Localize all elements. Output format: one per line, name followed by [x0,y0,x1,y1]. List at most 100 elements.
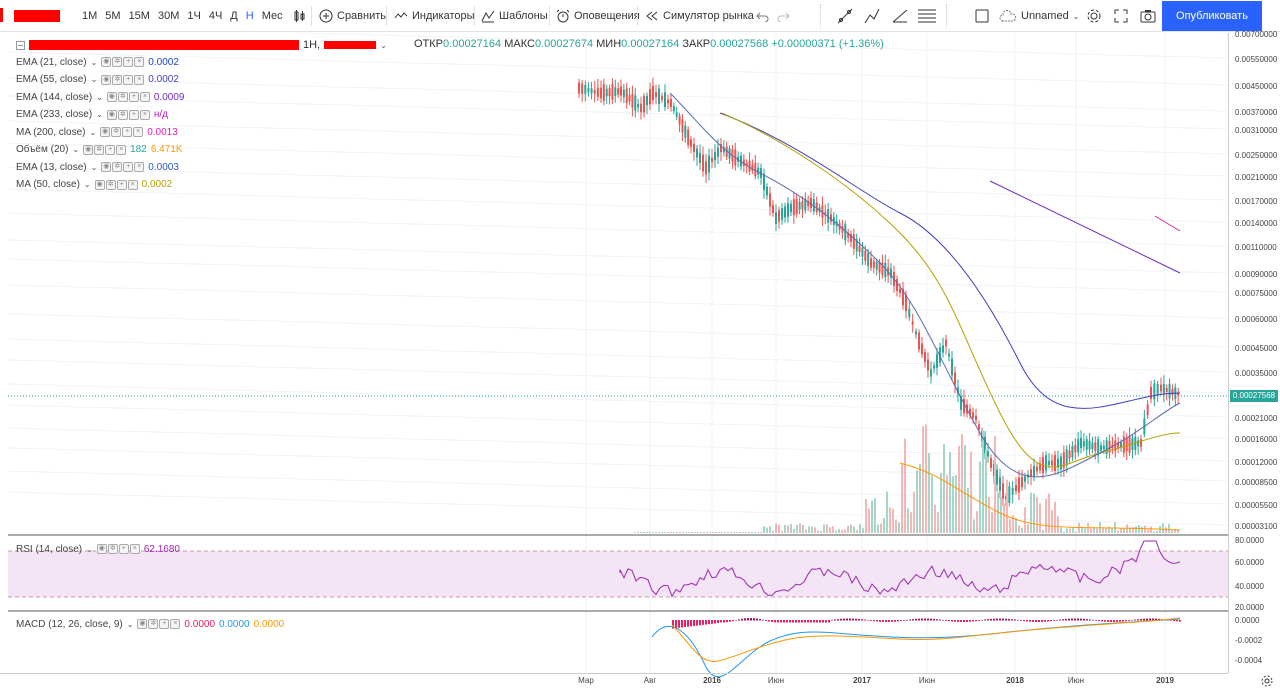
interval-8[interactable]: Мес [261,10,283,22]
redo-button[interactable] [776,0,790,32]
indicator-legend-row[interactable]: Объём (20) ⌄ ◉ ✲ + × 182 6.471K [16,144,183,155]
volume-bar [811,526,813,533]
macd-histogram-bar [1152,618,1154,621]
collapse-legend-button[interactable] [16,40,25,50]
close-icon: × [170,619,181,629]
volume-bar [724,532,726,533]
candle-body [841,226,844,233]
volume-bar [928,452,930,533]
candle-body [1071,446,1074,458]
undo-button[interactable] [756,0,770,32]
candle-body [795,199,798,215]
indicator-controls[interactable]: ◉ ✲ + × [83,144,127,155]
indicator-controls[interactable]: ◉ ✲ + × [137,619,181,629]
fib-tool[interactable] [917,0,937,32]
indicator-legend-row[interactable]: MA (200, close) ⌄ ◉ ✲ + × 0.0013 [16,126,178,138]
candle-body [1054,455,1056,471]
chevron-down-icon[interactable]: ⌄ [72,145,80,154]
gear-icon[interactable] [1261,675,1273,687]
indicator-controls[interactable]: ◉ ✲ + × [100,127,144,137]
candle-body [643,96,645,113]
time-axis[interactable]: Мар Авг 2016 Июн 2017 Июн 2018 Июн 2019 [0,673,1273,688]
interval-3[interactable]: 30М [157,10,180,22]
interval-7[interactable]: Н [245,10,254,22]
macd-legend: MACD (12, 26, close, 9) ⌄ ◉ ✲ + × 0.0000 0.0… [16,618,285,630]
indicator-controls[interactable]: ◉ ✲ + × [101,57,145,67]
candle-body [1122,436,1125,453]
interval-4[interactable]: 1Ч [187,10,201,22]
indicator-legend-row[interactable]: EMA (144, close) ⌄ ◉ ✲ + × 0.0009 [16,91,185,103]
templates-button[interactable]: Шаблоны [481,0,548,32]
chevron-down-icon[interactable]: ⌄ [90,57,98,67]
volume-bar [1153,531,1155,533]
indicator-legend-row[interactable]: EMA (13, close) ⌄ ◉ ✲ + × 0.0003 [16,161,179,173]
indicator-controls[interactable]: ◉ ✲ + × [106,92,150,102]
interval-2[interactable]: 15М [128,10,150,22]
indicator-controls[interactable]: ◉ ✲ + × [106,109,150,120]
alerts-button[interactable]: Оповещения [556,0,640,32]
trend-line-tool[interactable] [836,0,854,32]
path-tool[interactable] [863,0,881,32]
rsi-line [619,540,1181,598]
layout-name-button[interactable]: Unnamed ⌄ [999,0,1079,32]
macd-histogram-bar [930,618,932,621]
indicator-controls[interactable]: ◉ ✲ + × [101,162,145,172]
macd-histogram-bar [1107,620,1109,622]
grid-line [7,166,1228,201]
chevron-down-icon[interactable]: ⌄ [380,40,387,50]
indicator-controls[interactable]: ◉ ✲ + × [96,544,140,554]
indicator-controls[interactable]: ◉ ✲ + × [94,179,138,190]
candle-body [1008,486,1011,504]
chart-style-button[interactable] [292,0,306,32]
volume-bar [769,526,771,533]
candle-body [620,86,622,96]
volume-bar [886,491,888,533]
fullscreen-layout-toggle[interactable] [975,0,989,32]
macd-axis-label: -0.0002 [1235,636,1263,645]
indicator-legend-row[interactable]: EMA (55, close) ⌄ ◉ ✲ + × 0.0002 [16,74,179,85]
bar-replay-button[interactable]: Симулятор рынка [645,0,754,32]
indicator-legend-row[interactable]: EMA (233, close) ⌄ ◉ ✲ + × н/д [16,109,168,120]
chevron-down-icon[interactable]: ⌄ [90,162,98,172]
gear-icon: ✲ [112,162,123,172]
candle-body [787,203,789,217]
volume-bar [790,523,792,533]
interval-5[interactable]: 4Ч [208,10,223,22]
interval-0[interactable]: 1М [82,10,98,22]
symbol-search-redacted[interactable] [14,10,60,22]
candle-body [628,95,631,102]
snapshot-button[interactable] [1140,0,1156,32]
price-axis[interactable]: 0.00700000 0.00550000 0.00450000 0.00370000… [1228,30,1280,673]
chevron-down-icon[interactable]: ⌄ [96,92,103,102]
compare-button[interactable]: Сравнить [319,0,386,32]
chevron-down-icon[interactable]: ⌄ [89,127,97,137]
publish-button[interactable]: Опубликовать [1162,1,1262,31]
rsi-band [8,551,1228,597]
ray-tool[interactable] [891,0,909,32]
indicator-legend-row[interactable]: EMA (21, close) ⌄ ◉ ✲ + × 0.0002 [16,56,179,68]
interval-6[interactable]: Д [230,10,238,22]
candle-body [1160,384,1162,392]
chevron-down-icon[interactable]: ⌄ [90,75,98,84]
interval-1[interactable]: 5М [105,10,121,22]
fullscreen-button[interactable] [1114,0,1128,32]
candle-body [990,458,992,468]
indicator-controls[interactable]: ◉ ✲ + × [101,74,145,85]
indicator-legend-row[interactable]: MA (50, close) ⌄ ◉ ✲ + × 0.0002 [16,179,173,190]
chevron-down-icon[interactable]: ⌄ [96,110,103,119]
candle-body [720,143,722,153]
price-chart-canvas[interactable] [0,33,1228,688]
chevron-down-icon[interactable]: ⌄ [83,180,91,189]
indicators-button[interactable]: Индикаторы [394,0,475,32]
candle-body [905,294,907,312]
candle-body [936,354,938,368]
macd-histogram-bar [1095,620,1097,621]
macd-histogram-bar [1143,618,1145,621]
price-axis-label: 0.00003100 [1235,522,1278,531]
macd-histogram-bar [717,620,719,624]
settings-button[interactable] [1086,0,1102,32]
volume-bar [679,532,681,533]
high-value: 0.00027674 [534,38,594,50]
macd-histogram-bar [924,618,926,621]
volume-bar [775,523,777,533]
